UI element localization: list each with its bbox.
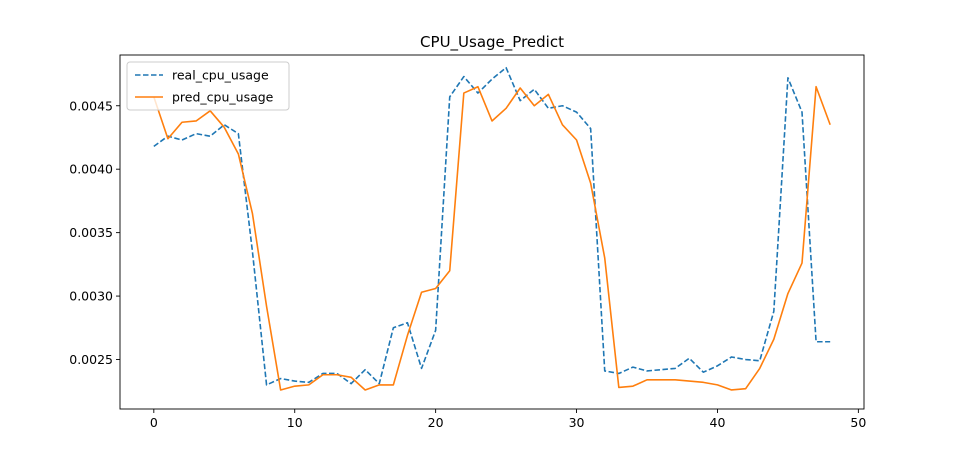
series-line-pred-cpu-usage	[153, 85, 831, 391]
chart-title: CPU_Usage_Predict	[420, 33, 564, 52]
legend-label-real-cpu-usage: real_cpu_usage	[172, 68, 269, 83]
legend-label-pred-cpu-usage: pred_cpu_usage	[172, 90, 274, 105]
y-tick-label: 0.0040	[69, 162, 113, 177]
y-tick-label: 0.0045	[69, 98, 113, 113]
x-tick-label: 30	[569, 415, 585, 430]
y-tick-label: 0.0025	[69, 352, 113, 367]
y-tick-label: 0.0030	[69, 289, 113, 304]
legend: real_cpu_usage pred_cpu_usage	[126, 61, 290, 111]
y-tick-label: 0.0035	[69, 225, 113, 240]
x-tick-label: 10	[287, 415, 303, 430]
plot-frame	[119, 54, 865, 410]
x-tick-label: 0	[150, 415, 158, 430]
x-tick-label: 50	[850, 415, 866, 430]
x-tick-label: 40	[710, 415, 726, 430]
x-tick-label: 20	[428, 415, 444, 430]
series-line-real-cpu-usage	[153, 66, 831, 386]
